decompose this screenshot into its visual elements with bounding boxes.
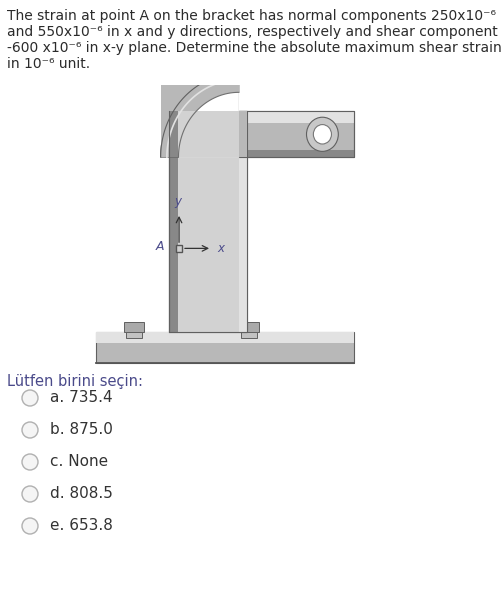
Circle shape <box>22 390 38 406</box>
Bar <box>239 151 354 157</box>
Circle shape <box>22 486 38 502</box>
Bar <box>241 331 258 337</box>
Polygon shape <box>160 73 239 157</box>
Circle shape <box>313 124 331 144</box>
Bar <box>169 112 247 332</box>
Text: x: x <box>217 242 224 255</box>
Text: The strain at point A on the bracket has normal components 250x10⁻⁶: The strain at point A on the bracket has… <box>7 9 496 23</box>
Circle shape <box>306 117 339 151</box>
Bar <box>126 331 142 337</box>
Text: y: y <box>174 195 181 208</box>
Bar <box>96 332 354 363</box>
Bar <box>124 322 144 332</box>
Text: and 550x10⁻⁶ in x and y directions, respectively and shear component: and 550x10⁻⁶ in x and y directions, resp… <box>7 25 498 39</box>
Text: d. 808.5: d. 808.5 <box>50 486 113 501</box>
Polygon shape <box>179 92 239 157</box>
Text: -600 x10⁻⁶ in x-y plane. Determine the absolute maximum shear strain: -600 x10⁻⁶ in x-y plane. Determine the a… <box>7 41 502 55</box>
Bar <box>239 112 354 157</box>
Text: b. 875.0: b. 875.0 <box>50 422 113 438</box>
Text: a. 735.4: a. 735.4 <box>50 390 113 405</box>
Bar <box>176 245 182 252</box>
Bar <box>239 112 247 332</box>
Bar <box>239 112 354 123</box>
Bar <box>169 112 247 157</box>
Text: c. None: c. None <box>50 455 108 469</box>
Bar <box>239 322 260 332</box>
Text: e. 653.8: e. 653.8 <box>50 518 113 534</box>
Circle shape <box>22 422 38 438</box>
Text: Lütfen birini seçin:: Lütfen birini seçin: <box>7 374 143 389</box>
Text: in 10⁻⁶ unit.: in 10⁻⁶ unit. <box>7 57 90 71</box>
Bar <box>169 112 178 157</box>
Bar <box>169 112 247 332</box>
Bar <box>169 112 178 332</box>
Bar <box>96 332 354 343</box>
Text: A: A <box>155 240 164 253</box>
Bar <box>160 73 239 157</box>
Circle shape <box>22 454 38 470</box>
Bar <box>178 112 239 157</box>
Bar <box>239 112 354 157</box>
Bar <box>178 112 239 332</box>
Circle shape <box>22 518 38 534</box>
